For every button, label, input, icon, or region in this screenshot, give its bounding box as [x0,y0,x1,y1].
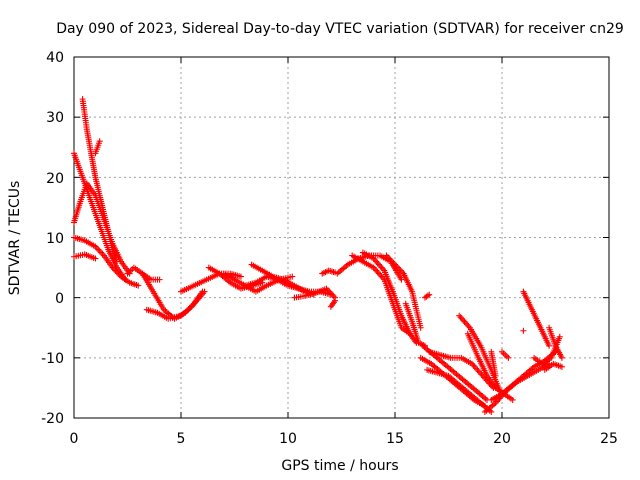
data-point [201,288,208,295]
series-track-4 [92,138,103,157]
series-track-14 [242,273,334,298]
y-axis-label: SDTVAR / TECUs [7,181,23,296]
series-track-32 [488,348,499,379]
data-point [92,255,99,262]
data-point [95,246,102,253]
data-point [461,318,468,325]
series-track-35 [520,288,553,349]
chart-title: Day 090 of 2023, Sidereal Day-to-day VTE… [56,21,624,37]
y-tick-label: -10 [41,351,64,367]
data-point [492,372,499,379]
data-point [374,260,381,267]
y-tick-label: 20 [46,171,64,187]
series-track-15 [291,285,339,301]
data-point [424,292,431,299]
data-point [426,291,433,298]
series-track-5 [71,234,142,289]
axis-ticks [73,56,610,419]
grid [74,57,609,418]
x-tick-label: 5 [177,431,186,447]
data-point [417,324,424,331]
series-track-1 [71,150,129,283]
x-tick-label: 15 [386,431,404,447]
data-point [98,249,105,256]
series-track-17 [327,297,339,310]
y-tick-label: 40 [46,50,64,66]
data-point [546,342,553,349]
series-track-23 [421,291,433,301]
series-track-28 [456,312,503,394]
series-track-33 [499,348,512,361]
data-point [471,363,478,370]
data-point [377,263,384,270]
data-point [375,270,382,277]
y-tick-label: 10 [46,231,64,247]
series-track-19 [349,252,413,337]
y-tick-label: 0 [55,291,64,307]
series-track-38 [541,360,565,373]
series-track-2 [71,180,133,277]
data-point [474,366,481,373]
data-point [458,315,465,322]
data-point [378,264,385,271]
data-marks [71,96,565,415]
data-point [556,333,563,340]
data-point [329,291,336,298]
data-point [156,276,163,283]
data-point [373,267,380,274]
series-track-25 [419,342,491,403]
series-track-29 [464,330,516,403]
x-tick-label: 0 [70,431,79,447]
data-point [473,365,480,372]
data-point [456,312,463,319]
x-tick-label: 10 [279,431,297,447]
series-track-9 [143,288,208,322]
data-point [558,363,565,370]
series-track-20 [359,249,420,346]
data-point [135,282,142,289]
series-track-31 [488,348,559,403]
series-track-21 [383,252,424,331]
data-point [457,314,464,321]
data-point [375,261,382,268]
data-point [96,248,103,255]
data-point [398,276,405,283]
series-track-6 [71,251,99,262]
series-track-3 [79,96,120,265]
y-tick-label: 30 [46,110,64,126]
data-point [373,258,380,265]
data-point [488,408,495,415]
data-point [505,354,512,361]
data-point [332,297,339,304]
x-axis-label: GPS time / hours [281,458,398,474]
data-point [509,396,516,403]
x-tick-label: 25 [600,431,618,447]
data-point [289,273,296,280]
data-point [113,258,120,265]
data-point [464,321,471,328]
data-point [237,273,244,280]
series-track-16 [319,267,339,277]
data-point [520,327,527,334]
data-point [475,368,482,375]
data-point [462,320,469,327]
series-track-34 [520,327,527,334]
data-point [96,138,103,145]
x-tick-label: 20 [493,431,511,447]
data-point [558,354,565,361]
series-track-37 [546,324,565,361]
y-tick-label: -20 [41,411,64,427]
data-point [374,269,381,276]
data-point [460,317,467,324]
